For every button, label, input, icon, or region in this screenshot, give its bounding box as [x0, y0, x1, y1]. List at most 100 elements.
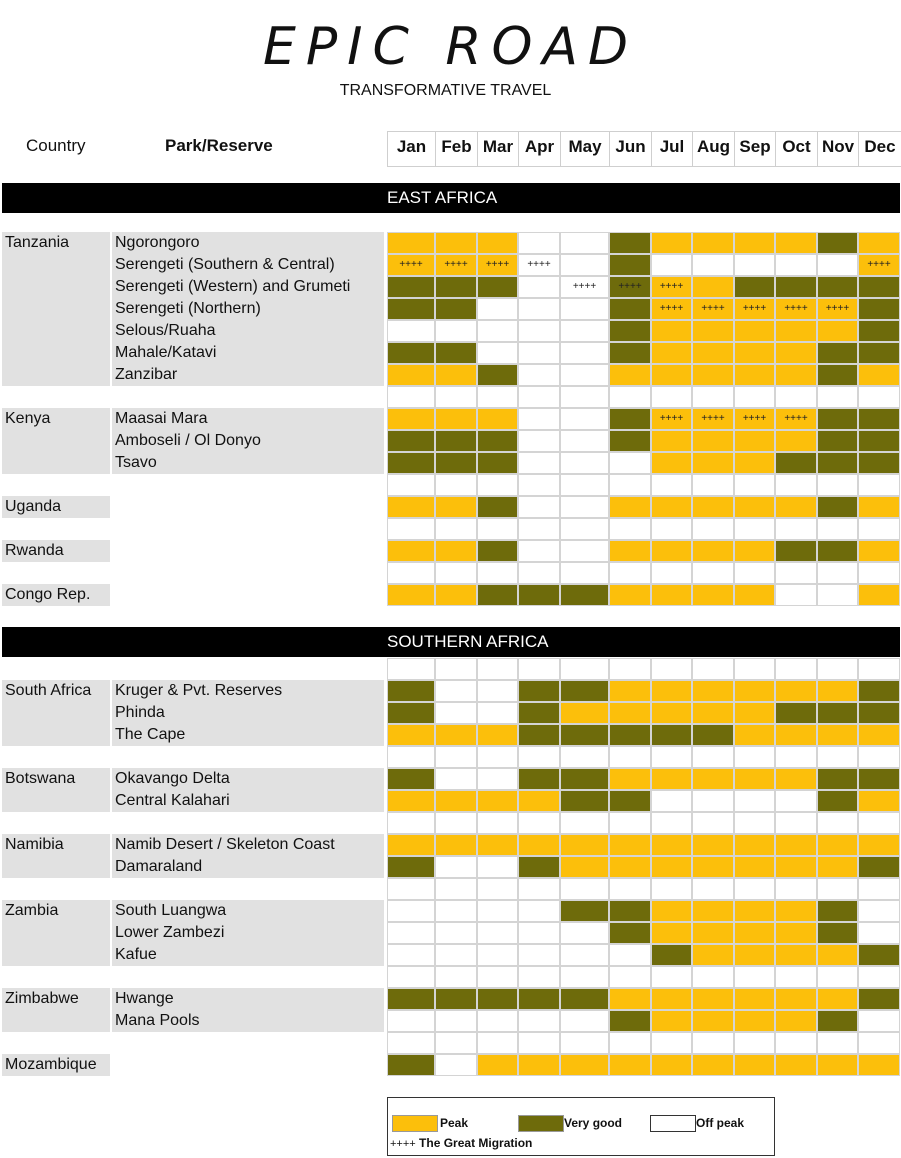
legend-migration-mark: ++++: [390, 1138, 416, 1150]
migration-cell-sep: ++++: [734, 408, 775, 430]
empty-grid-cell: [734, 474, 775, 496]
empty-grid-cell: [858, 474, 900, 496]
season-cell-jul: [651, 496, 692, 518]
park-name: Mahale/Katavi: [115, 344, 217, 361]
migration-cell-dec: ++++: [858, 254, 900, 276]
season-cell-may: [560, 856, 609, 878]
season-cell-mar: [477, 922, 518, 944]
season-cell-dec: [858, 680, 900, 702]
season-cell-aug: [692, 584, 734, 606]
legend: Peak Very good Off peak ++++ The Great M…: [387, 1097, 775, 1156]
empty-grid-cell: [858, 878, 900, 900]
empty-grid-cell: [609, 812, 651, 834]
migration-cell-jul: ++++: [651, 408, 692, 430]
season-cell-jan: [387, 724, 435, 746]
season-cell-nov: [817, 922, 858, 944]
season-cell-jan: [387, 702, 435, 724]
empty-grid-cell: [477, 518, 518, 540]
season-cell-feb: [435, 496, 477, 518]
season-cell-nov: [817, 254, 858, 276]
legend-peak-swatch: [392, 1115, 438, 1132]
empty-grid-cell: [387, 386, 435, 408]
season-cell-dec: [858, 584, 900, 606]
season-cell-sep: [734, 702, 775, 724]
season-cell-jun: [609, 768, 651, 790]
season-cell-apr: [518, 364, 560, 386]
season-cell-apr: [518, 298, 560, 320]
season-cell-oct: [775, 342, 817, 364]
empty-grid-cell: [775, 562, 817, 584]
park-name: Amboseli / Ol Donyo: [115, 432, 261, 449]
season-cell-dec: [858, 900, 900, 922]
empty-grid-cell: [518, 812, 560, 834]
empty-grid-cell: [817, 1032, 858, 1054]
season-cell-jan: [387, 680, 435, 702]
season-cell-jul: [651, 856, 692, 878]
season-cell-sep: [734, 320, 775, 342]
park-label-bg: [112, 680, 384, 746]
season-cell-jul: [651, 320, 692, 342]
empty-grid-cell: [560, 518, 609, 540]
season-cell-nov: [817, 680, 858, 702]
season-cell-aug: [692, 232, 734, 254]
season-cell-nov: [817, 232, 858, 254]
empty-grid-cell: [387, 562, 435, 584]
season-cell-sep: [734, 768, 775, 790]
season-cell-jan: [387, 540, 435, 562]
season-cell-nov: [817, 342, 858, 364]
month-header-mar: Mar: [478, 132, 519, 166]
season-cell-nov: [817, 856, 858, 878]
season-cell-feb: [435, 1010, 477, 1032]
season-cell-jan: [387, 944, 435, 966]
season-cell-sep: [734, 232, 775, 254]
season-cell-may: [560, 232, 609, 254]
season-cell-jul: [651, 584, 692, 606]
empty-grid-cell: [775, 812, 817, 834]
season-cell-jun: [609, 856, 651, 878]
season-cell-sep: [734, 922, 775, 944]
empty-grid-cell: [435, 474, 477, 496]
empty-grid-cell: [692, 518, 734, 540]
season-cell-apr: [518, 342, 560, 364]
legend-migration: ++++ The Great Migration: [390, 1136, 532, 1150]
season-cell-apr: [518, 702, 560, 724]
empty-grid-cell: [858, 562, 900, 584]
season-cell-apr: [518, 276, 560, 298]
season-cell-jun: [609, 702, 651, 724]
empty-grid-cell: [609, 518, 651, 540]
season-cell-dec: [858, 1010, 900, 1032]
park-name: Mana Pools: [115, 1012, 200, 1029]
empty-grid-cell: [518, 474, 560, 496]
season-cell-jul: [651, 540, 692, 562]
season-cell-oct: [775, 496, 817, 518]
empty-grid-cell: [858, 386, 900, 408]
empty-grid-cell: [477, 1032, 518, 1054]
month-header-jul: Jul: [652, 132, 693, 166]
season-cell-oct: [775, 1054, 817, 1076]
empty-grid-cell: [858, 966, 900, 988]
season-cell-oct: [775, 320, 817, 342]
migration-cell-jun: ++++: [609, 276, 651, 298]
season-cell-jan: [387, 922, 435, 944]
season-cell-jul: [651, 1010, 692, 1032]
season-cell-may: [560, 496, 609, 518]
empty-grid-cell: [387, 878, 435, 900]
season-cell-apr: [518, 408, 560, 430]
empty-grid-cell: [609, 474, 651, 496]
season-cell-jan: [387, 298, 435, 320]
migration-cell-jan: ++++: [387, 254, 435, 276]
park-label-bg: [112, 408, 384, 474]
season-cell-mar: [477, 342, 518, 364]
season-cell-may: [560, 298, 609, 320]
migration-cell-jul: ++++: [651, 276, 692, 298]
season-cell-aug: [692, 540, 734, 562]
country-label: Tanzania: [2, 232, 110, 386]
season-cell-sep: [734, 276, 775, 298]
season-cell-jun: [609, 430, 651, 452]
season-cell-nov: [817, 276, 858, 298]
empty-grid-cell: [692, 474, 734, 496]
empty-grid-cell: [817, 878, 858, 900]
season-cell-may: [560, 1010, 609, 1032]
season-cell-may: [560, 452, 609, 474]
season-cell-apr: [518, 856, 560, 878]
